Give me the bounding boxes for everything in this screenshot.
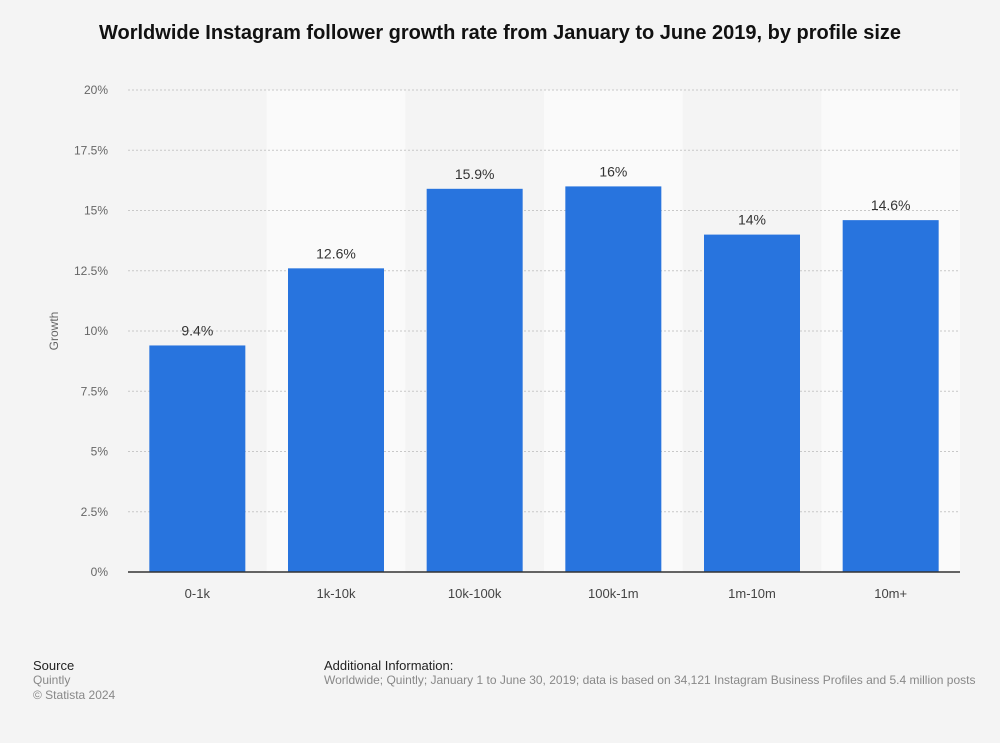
y-tick-label: 17.5% (74, 143, 108, 157)
y-axis-title: Growth (47, 312, 61, 351)
bar[interactable] (565, 186, 662, 572)
y-tick-label: 10% (84, 324, 108, 338)
data-label: 16% (599, 163, 627, 179)
bar[interactable] (288, 268, 384, 572)
value-labels: 9.4% 12.6% 15.9% 16% 14% 14.6% (181, 163, 910, 338)
y-tick-label: 2.5% (81, 505, 109, 519)
y-tick-label: 12.5% (74, 264, 108, 278)
data-label: 14% (738, 212, 766, 228)
gridlines (128, 89, 960, 513)
source-block: Source Quintly © Statista 2024 (33, 658, 115, 703)
bar[interactable] (704, 234, 800, 572)
data-label: 14.6% (871, 197, 911, 213)
y-axis-ticks: 0% 2.5% 5% 7.5% 10% 12.5% 15% 17.5% 20% (74, 83, 108, 579)
y-tick-label: 5% (91, 445, 109, 459)
bar[interactable] (149, 345, 246, 572)
x-tick-label: 100k-1m (588, 586, 639, 601)
data-label: 12.6% (316, 245, 356, 261)
y-tick-label: 0% (91, 565, 109, 579)
x-axis-labels: 0-1k 1k-10k 10k-100k 100k-1m 1m-10m 10m+ (185, 586, 907, 601)
bar[interactable] (842, 220, 939, 572)
additional-info-block: Additional Information: Worldwide; Quint… (324, 658, 1000, 688)
x-tick-label: 10m+ (874, 586, 907, 601)
source-name[interactable]: Quintly (33, 673, 71, 687)
bar[interactable] (426, 188, 523, 572)
y-tick-label: 7.5% (81, 384, 109, 398)
x-tick-label: 1k-10k (316, 586, 356, 601)
y-tick-label: 15% (84, 204, 108, 218)
copyright: © Statista 2024 (33, 688, 116, 702)
bars (149, 186, 939, 572)
x-tick-label: 0-1k (185, 586, 211, 601)
additional-info-text: Worldwide; Quintly; January 1 to June 30… (324, 673, 976, 687)
x-tick-label: 10k-100k (448, 586, 502, 601)
bar-chart: 0% 2.5% 5% 7.5% 10% 12.5% 15% 17.5% 20% 9.4% 12.6… (47, 83, 960, 601)
additional-info-heading: Additional Information: (324, 658, 454, 673)
chart-title: Worldwide Instagram follower growth rate… (98, 22, 902, 44)
x-tick-label: 1m-10m (728, 586, 776, 601)
data-label: 9.4% (181, 322, 213, 338)
data-label: 15.9% (455, 166, 495, 182)
source-heading: Source (33, 658, 75, 673)
y-tick-label: 20% (84, 83, 108, 97)
